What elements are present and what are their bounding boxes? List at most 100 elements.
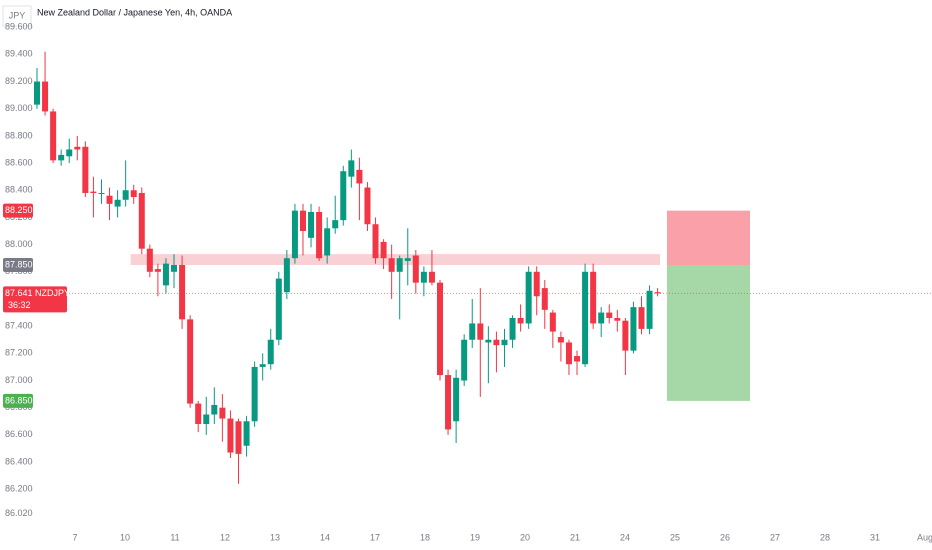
target-area	[667, 265, 750, 401]
x-tick-label: 31	[870, 532, 880, 542]
y-tick-label: 86.200	[5, 484, 33, 494]
x-tick-label: 7	[72, 532, 77, 542]
candle-body	[469, 323, 476, 340]
candle-body	[517, 318, 524, 324]
candle-body	[66, 149, 73, 157]
candle-body	[316, 212, 323, 259]
candle-body	[308, 212, 315, 238]
y-tick-label: 89.600	[5, 22, 33, 32]
resistance-zone	[130, 254, 661, 265]
candle-body	[525, 271, 532, 324]
candle-body	[485, 339, 492, 343]
candle-body	[533, 271, 540, 297]
candle-body	[259, 364, 266, 367]
x-tick-label: 10	[120, 532, 130, 542]
x-tick-label: 27	[770, 532, 780, 542]
countdown: 36:32	[8, 300, 31, 310]
candle-body	[412, 255, 419, 283]
y-tick-label: 87.000	[5, 375, 33, 385]
candle-body	[154, 269, 161, 272]
y-tick-label: 87.200	[5, 348, 33, 358]
x-tick-label: 25	[670, 532, 680, 542]
candle-body	[396, 258, 403, 272]
candle-body	[251, 366, 258, 422]
x-tick-label: 28	[820, 532, 830, 542]
symbol[interactable]: JPY	[9, 10, 26, 20]
price-tag-label: 88.250	[5, 205, 33, 215]
candle-body	[614, 318, 621, 321]
candle-body	[348, 160, 355, 177]
candle-body	[461, 339, 468, 381]
candle-body	[179, 265, 186, 320]
candle-body	[58, 154, 65, 161]
candle-body	[235, 421, 242, 454]
candle-body	[340, 171, 347, 221]
candle-body	[437, 282, 443, 376]
candle-body	[275, 278, 282, 340]
y-tick-label: 88.000	[5, 239, 33, 249]
y-tick-label: 89.000	[5, 103, 33, 113]
candle-body	[138, 192, 145, 249]
candle-body	[493, 339, 500, 346]
candle-body	[227, 418, 234, 453]
candle-body	[574, 356, 581, 362]
candle-body	[82, 146, 89, 193]
candle-body	[501, 339, 508, 346]
y-tick-label: 88.600	[5, 157, 33, 167]
y-tick-label: 88.400	[5, 185, 33, 195]
candle-body	[477, 323, 484, 340]
candle-body	[34, 81, 40, 105]
x-tick-label: 11	[170, 532, 179, 542]
x-tick-label: 24	[620, 532, 630, 542]
price-tag-label: 86.850	[5, 395, 33, 405]
y-tick-label: 89.400	[5, 49, 33, 59]
chart-title: New Zealand Dollar / Japanese Yen, 4h, O…	[37, 7, 232, 17]
last-price-label: 87.641	[5, 288, 33, 298]
candle-body	[162, 263, 169, 286]
candle-body	[549, 312, 556, 332]
candle-body	[420, 271, 427, 283]
candle-body	[106, 195, 113, 204]
candle-body	[98, 192, 105, 194]
price-tag	[3, 203, 33, 218]
x-tick-label: 12	[220, 532, 230, 542]
y-tick-label: 86.600	[5, 429, 33, 439]
candle-body	[267, 339, 274, 365]
x-tick-label: 13	[270, 532, 280, 542]
x-tick-label: 18	[420, 532, 430, 542]
candle-body	[541, 288, 548, 310]
candle-body	[203, 414, 210, 424]
x-tick-label: 21	[570, 532, 580, 542]
candle-body	[453, 377, 460, 422]
y-tick-label: 86.400	[5, 456, 33, 466]
x-tick-label: 26	[720, 532, 730, 542]
candle-body	[598, 312, 605, 324]
symbol-box[interactable]	[2, 5, 32, 27]
candle-body	[364, 187, 371, 225]
candle-body	[630, 307, 637, 351]
candle-body	[582, 271, 589, 365]
price-tag	[3, 393, 33, 408]
candle-body	[557, 337, 564, 343]
x-tick-label: 14	[320, 532, 330, 542]
x-tick-label: 20	[520, 532, 530, 542]
candle-body	[332, 220, 339, 229]
candle-body	[324, 228, 331, 256]
y-tick-label: 89.200	[5, 76, 33, 86]
x-tick-label: Aug	[917, 532, 932, 542]
price-tag-label: 87.850	[5, 259, 33, 269]
candle-body	[195, 403, 202, 424]
y-tick-label: 88.800	[5, 130, 33, 140]
candle-body	[219, 407, 226, 419]
candle-body	[445, 375, 452, 430]
candle-body	[380, 241, 387, 259]
stop-area	[667, 210, 750, 265]
candle-body	[74, 146, 81, 150]
last-price-tag	[3, 286, 67, 313]
candle-body	[90, 191, 97, 193]
candle-body	[388, 258, 395, 272]
candle-body	[654, 292, 661, 294]
candle-body	[404, 258, 411, 261]
